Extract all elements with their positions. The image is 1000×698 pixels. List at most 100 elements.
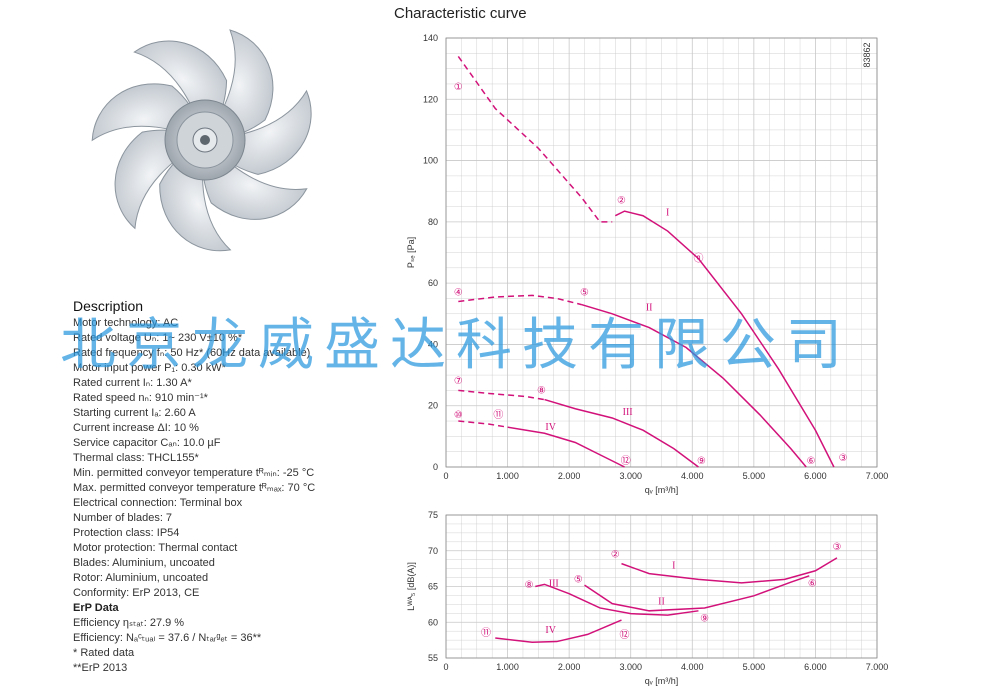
sound-y-tick-label: 70 — [428, 546, 438, 556]
erp-line: Efficiency ηₛₜₐₜ: 27.9 % — [73, 617, 185, 629]
sound-x-tick-label: 0 — [443, 662, 448, 672]
sound-point-label: ⑫ — [620, 629, 630, 641]
erp-line: **ErP 2013 — [73, 662, 128, 674]
pressure-x-tick-label: 6.000 — [804, 471, 827, 481]
description-line: Electrical connection: Terminal box — [73, 497, 243, 509]
pressure-y-tick-label: 0 — [433, 462, 438, 472]
chart-title: Characteristic curve — [394, 5, 527, 22]
sound-series-label: IV — [545, 625, 556, 636]
pressure-y-tick-label: 80 — [428, 217, 438, 227]
sound-series-label: II — [658, 596, 665, 607]
sound-x-axis-label: qᵥ [m³/h] — [645, 676, 678, 686]
pressure-y-tick-label: 60 — [428, 278, 438, 288]
sound-x-tick-label: 1.000 — [496, 662, 519, 672]
pressure-point-label: ④ — [454, 287, 463, 298]
sound-y-tick-label: 60 — [428, 617, 438, 627]
sound-point-label: ⑨ — [700, 614, 709, 625]
pressure-x-tick-label: 5.000 — [743, 471, 766, 481]
erp-line: Efficiency: Nₐᶜₜᵤₐₗ = 37.6 / Nₜₐᵣᵍₑₜ = 3… — [73, 632, 262, 644]
description-line: Protection class: IP54 — [73, 527, 180, 539]
pressure-point-label: ⑤ — [580, 287, 589, 298]
pressure-series-label: I — [666, 208, 669, 219]
pressure-y-axis-label: Pₛₑ [Pa] — [406, 237, 416, 268]
description-line: Rated frequency fₙ: 50 Hz* (60Hz data av… — [73, 347, 311, 359]
description-panel: Description Motor technology: AC Rated vo… — [73, 298, 373, 676]
description-line: Rated current Iₙ: 1.30 A* — [73, 377, 192, 389]
sound-series-label: I — [672, 561, 675, 572]
pressure-x-tick-label: 0 — [443, 471, 448, 481]
description-line: Conformity: ErP 2013, CE — [73, 587, 200, 599]
pressure-point-label: ⑥ — [807, 456, 816, 467]
sound-y-tick-label: 55 — [428, 653, 438, 663]
pressure-y-tick-label: 140 — [423, 33, 438, 43]
sound-x-tick-label: 2.000 — [558, 662, 581, 672]
sound-point-label: ③ — [832, 542, 841, 553]
pressure-plot-frame — [445, 37, 878, 468]
fan-blades — [82, 22, 334, 267]
watermark-text: 北京龙威盛达科技有限公司 — [60, 313, 852, 378]
description-line: Service capacitor Cₐₙ: 10.0 µF — [73, 437, 221, 449]
sound-point-label: ⑧ — [525, 580, 534, 591]
sound-series-label: III — [549, 579, 559, 590]
sound-x-tick-label: 7.000 — [866, 662, 889, 672]
sound-series-III — [535, 583, 699, 616]
pressure-series-label: III — [623, 407, 633, 418]
description-line: Motor protection: Thermal contact — [73, 542, 238, 554]
description-line: Current increase ΔI: 10 % — [73, 422, 199, 434]
description-line: Rotor: Aluminium, uncoated — [73, 572, 209, 584]
description-line: Min. permitted conveyor temperature tᴿₘᵢ… — [73, 467, 315, 479]
description-line: Blades: Aluminium, uncoated — [73, 557, 215, 569]
description-lines: Motor technology: AC Rated voltage Uₙ: 1~… — [73, 316, 373, 601]
sound-y-tick-label: 65 — [428, 582, 438, 592]
sound-x-tick-label: 5.000 — [743, 662, 766, 672]
pressure-x-tick-label: 3.000 — [619, 471, 642, 481]
sound-point-label: ⑤ — [574, 574, 583, 585]
pressure-series-I-dashed — [457, 55, 613, 223]
description-line: Rated speed nₙ: 910 min⁻¹* — [73, 392, 208, 404]
description-line: Rated voltage Uₙ: 1~ 230 V±10 %* — [73, 332, 243, 344]
pressure-x-tick-label: 2.000 — [558, 471, 581, 481]
sound-series-I — [621, 557, 838, 584]
description-heading: Description — [73, 298, 144, 314]
pressure-series-IV-dashed — [458, 420, 508, 428]
pressure-series-label: IV — [545, 422, 556, 433]
sound-x-tick-label: 4.000 — [681, 662, 704, 672]
erp-heading: ErP Data — [73, 602, 119, 614]
erp-line: * Rated data — [73, 647, 135, 659]
description-line: Number of blades: 7 — [73, 512, 173, 524]
sound-point-label: ⑪ — [481, 627, 491, 639]
pressure-point-label: ⑨ — [697, 456, 706, 467]
pressure-point-label: ⑦ — [454, 376, 463, 387]
sound-point-label: ⑥ — [808, 579, 817, 590]
sound-point-label: ② — [611, 549, 620, 560]
pressure-x-tick-label: 4.000 — [681, 471, 704, 481]
pressure-series-II-dashed — [458, 294, 582, 306]
pressure-series-II — [581, 303, 807, 468]
description-line: Max. permitted conveyor temperature tᴿₘₐ… — [73, 482, 316, 494]
sound-x-tick-label: 6.000 — [804, 662, 827, 672]
pressure-point-label: ⑧ — [537, 385, 546, 396]
pressure-point-label: ② — [617, 195, 626, 206]
pressure-point-label: ⑪ — [493, 409, 503, 421]
pressure-series-label: II — [646, 303, 653, 314]
sound-y-tick-label: 75 — [428, 510, 438, 520]
pressure-series-III — [544, 398, 699, 468]
sound-plot-frame — [445, 514, 878, 659]
description-line: Thermal class: THCL155* — [73, 452, 199, 464]
pressure-y-tick-label: 20 — [428, 401, 438, 411]
pressure-x-tick-label: 1.000 — [496, 471, 519, 481]
pressure-point-label: ③ — [839, 453, 848, 464]
erp-lines: Efficiency ηₛₜₐₜ: 27.9 % Efficiency: Nₐᶜₜ… — [73, 616, 373, 676]
sound-series-II — [584, 575, 810, 612]
fan-illustration — [82, 22, 334, 267]
pressure-point-label: ① — [454, 82, 463, 93]
pressure-point-label: ⓝ — [693, 253, 703, 265]
pressure-y-tick-label: 120 — [423, 94, 438, 104]
pressure-series-I — [614, 210, 835, 468]
pressure-point-label: ⑫ — [621, 455, 631, 467]
sound-series-IV — [495, 619, 622, 644]
pressure-series-III-dashed — [458, 389, 545, 401]
pressure-y-tick-label: 40 — [428, 339, 438, 349]
pressure-x-tick-label: 7.000 — [866, 471, 889, 481]
